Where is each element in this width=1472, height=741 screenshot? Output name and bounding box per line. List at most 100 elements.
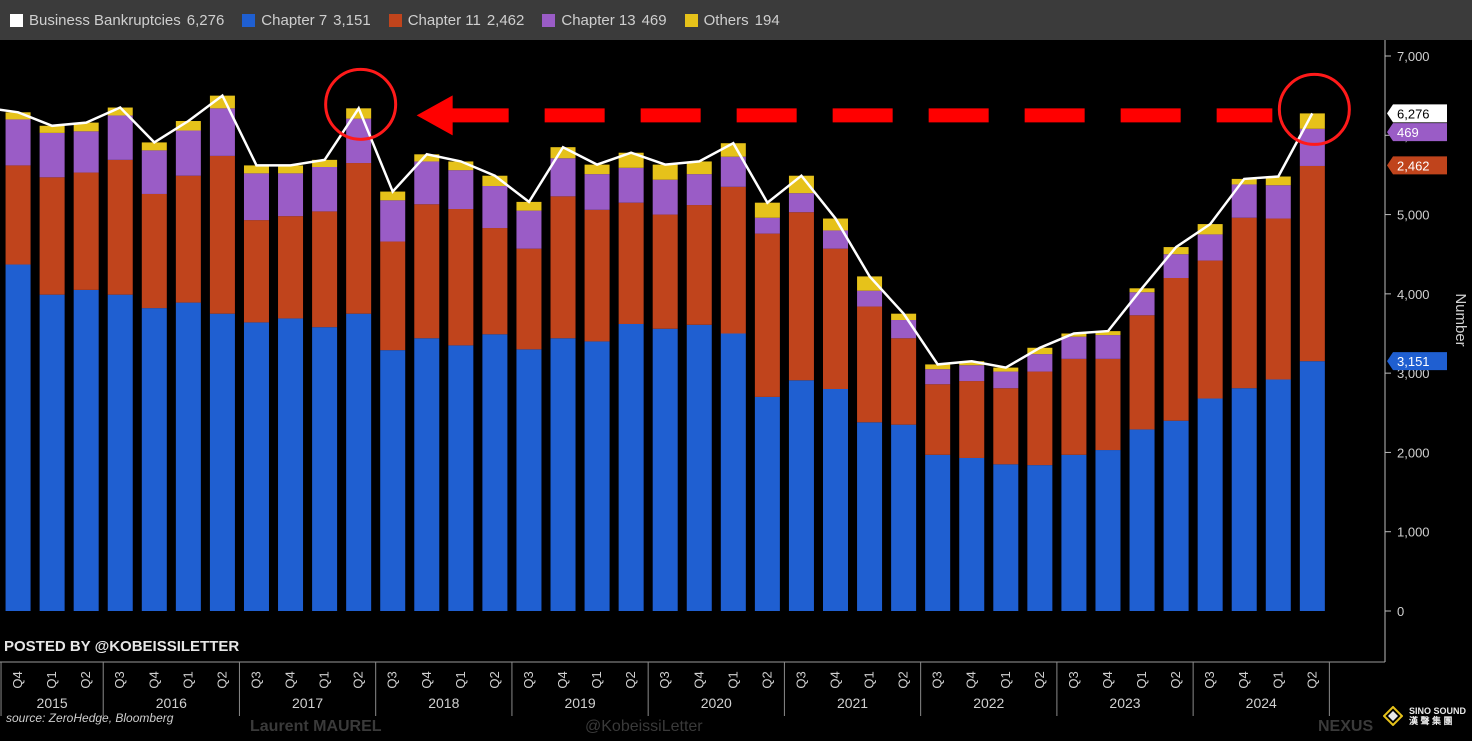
bar-segment-others <box>1231 178 1257 185</box>
x-tick-label: Q2 <box>214 671 229 688</box>
bar-segment-chapter-11 <box>1027 371 1053 466</box>
bar-segment-others <box>346 108 372 119</box>
legend-item: Chapter 7 3,151 <box>242 11 371 29</box>
watermark-middle: @KobeissiLetter <box>585 718 703 735</box>
bar-segment-chapter-13 <box>788 193 814 213</box>
bar-segment-chapter-11 <box>346 163 372 314</box>
x-tick-label: Q2 <box>78 671 93 688</box>
x-tick-label: Q1 <box>1134 671 1149 688</box>
logo-line1: SINO SOUND <box>1408 706 1466 716</box>
bar-segment-others <box>618 152 644 168</box>
bar-segment-chapter-11 <box>550 196 576 339</box>
bar-segment-chapter-7 <box>1061 454 1087 611</box>
bar-segment-others <box>73 122 99 132</box>
bar-segment-chapter-7 <box>1095 450 1121 611</box>
bar-segment-chapter-13 <box>175 130 201 176</box>
x-tick-label: Q3 <box>930 671 945 688</box>
end-value-tag <box>1387 156 1447 175</box>
bar-segment-others <box>141 142 167 151</box>
bar-segment-chapter-11 <box>788 212 814 381</box>
bar-segment-others <box>823 218 848 231</box>
bar-segment-chapter-7 <box>618 323 644 611</box>
x-tick-label: Q2 <box>1032 671 1047 688</box>
bar-segment-chapter-13 <box>1027 354 1053 372</box>
y-tick-label: 0 <box>1397 604 1404 619</box>
y-tick-label: 4,000 <box>1397 287 1430 302</box>
bar-segment-chapter-13 <box>652 179 678 215</box>
bar-segment-others <box>993 367 1019 372</box>
bar-segment-others <box>516 201 542 211</box>
total-bankruptcies-line <box>0 93 1314 369</box>
legend-item: Chapter 11 2,462 <box>388 11 525 29</box>
year-label: 2022 <box>973 695 1004 711</box>
bar-segment-others <box>39 125 65 133</box>
bar-segment-chapter-13 <box>141 150 167 194</box>
bar-segment-others <box>788 175 814 194</box>
bar-segment-chapter-11 <box>1095 358 1121 451</box>
bar-segment-chapter-13 <box>1163 254 1189 278</box>
bar-segment-others <box>175 121 201 131</box>
bar-segment-chapter-13 <box>380 200 406 242</box>
bar-segment-chapter-11 <box>618 202 644 324</box>
legend-label: Business Bankruptcies <box>29 11 181 29</box>
bar-segment-chapter-13 <box>448 170 474 210</box>
bar-segment-chapter-7 <box>1197 398 1223 611</box>
end-value-tag <box>1387 104 1447 123</box>
highlight-circle <box>324 67 398 141</box>
bar-segment-chapter-7 <box>652 328 678 611</box>
bar-segment-chapter-7 <box>516 349 542 611</box>
x-tick-label: Q4 <box>283 671 298 688</box>
bar-segment-chapter-13 <box>1299 128 1325 166</box>
bar-segment-others <box>448 161 474 171</box>
bar-segment-others <box>891 313 917 321</box>
x-tick-label: Q4 <box>10 671 25 688</box>
bar-segment-chapter-7 <box>39 294 65 611</box>
legend-value: 2,462 <box>486 11 525 29</box>
bar-segment-others <box>312 159 338 167</box>
legend-label: Chapter 7 <box>261 11 328 29</box>
x-tick-label: Q2 <box>487 671 502 688</box>
legend-value: 3,151 <box>333 11 371 29</box>
bar-segment-chapter-11 <box>823 248 848 389</box>
bar-segment-chapter-13 <box>209 108 235 156</box>
bar-segment-chapter-13 <box>346 118 372 164</box>
bar-segment-chapter-11 <box>652 214 678 329</box>
bar-segment-others <box>1163 247 1189 255</box>
x-tick-label: Q4 <box>555 671 570 688</box>
bar-segment-chapter-13 <box>891 320 917 339</box>
bar-segment-chapter-13 <box>107 115 133 160</box>
legend-swatch <box>10 13 23 27</box>
bar-segment-chapter-7 <box>312 327 338 611</box>
sino-sound-logo: SINO SOUND 漢 聲 集 團 <box>1382 706 1466 726</box>
bar-segment-others <box>959 361 985 366</box>
y-tick-label: 7,000 <box>1397 49 1430 64</box>
bar-segment-chapter-7 <box>993 464 1019 611</box>
bar-segment-chapter-11 <box>278 216 304 319</box>
bar-segment-chapter-7 <box>925 454 951 611</box>
bar-segment-chapter-7 <box>243 322 269 611</box>
chart-legend: Business Bankruptcies 6,276 Chapter 7 3,151… <box>0 0 1472 40</box>
y-axis-title: Number <box>1452 293 1469 346</box>
bar-segment-chapter-13 <box>516 210 542 249</box>
x-tick-label: Q3 <box>1066 671 1081 688</box>
x-tick-label: Q1 <box>317 671 332 688</box>
bar-segment-chapter-13 <box>278 173 304 217</box>
bar-segment-others <box>1027 347 1053 355</box>
bar-segment-chapter-13 <box>1265 185 1291 219</box>
bar-segment-chapter-11 <box>5 165 31 265</box>
bar-segment-others <box>414 154 440 162</box>
bar-segment-chapter-7 <box>959 457 985 611</box>
bar-segment-chapter-13 <box>312 167 338 212</box>
bar-segment-others <box>1061 333 1087 337</box>
bar-segment-others <box>107 107 133 116</box>
bar-segment-chapter-11 <box>925 384 951 455</box>
posted-by-credit: POSTED BY @KOBEISSILETTER <box>4 638 240 655</box>
bar-segment-chapter-13 <box>414 161 440 205</box>
x-tick-label: Q1 <box>998 671 1013 688</box>
bar-segment-chapter-7 <box>550 338 576 611</box>
bar-segment-chapter-13 <box>1061 336 1087 359</box>
x-tick-label: Q1 <box>180 671 195 688</box>
bar-segment-chapter-7 <box>209 313 235 611</box>
bar-segment-chapter-7 <box>175 302 201 611</box>
